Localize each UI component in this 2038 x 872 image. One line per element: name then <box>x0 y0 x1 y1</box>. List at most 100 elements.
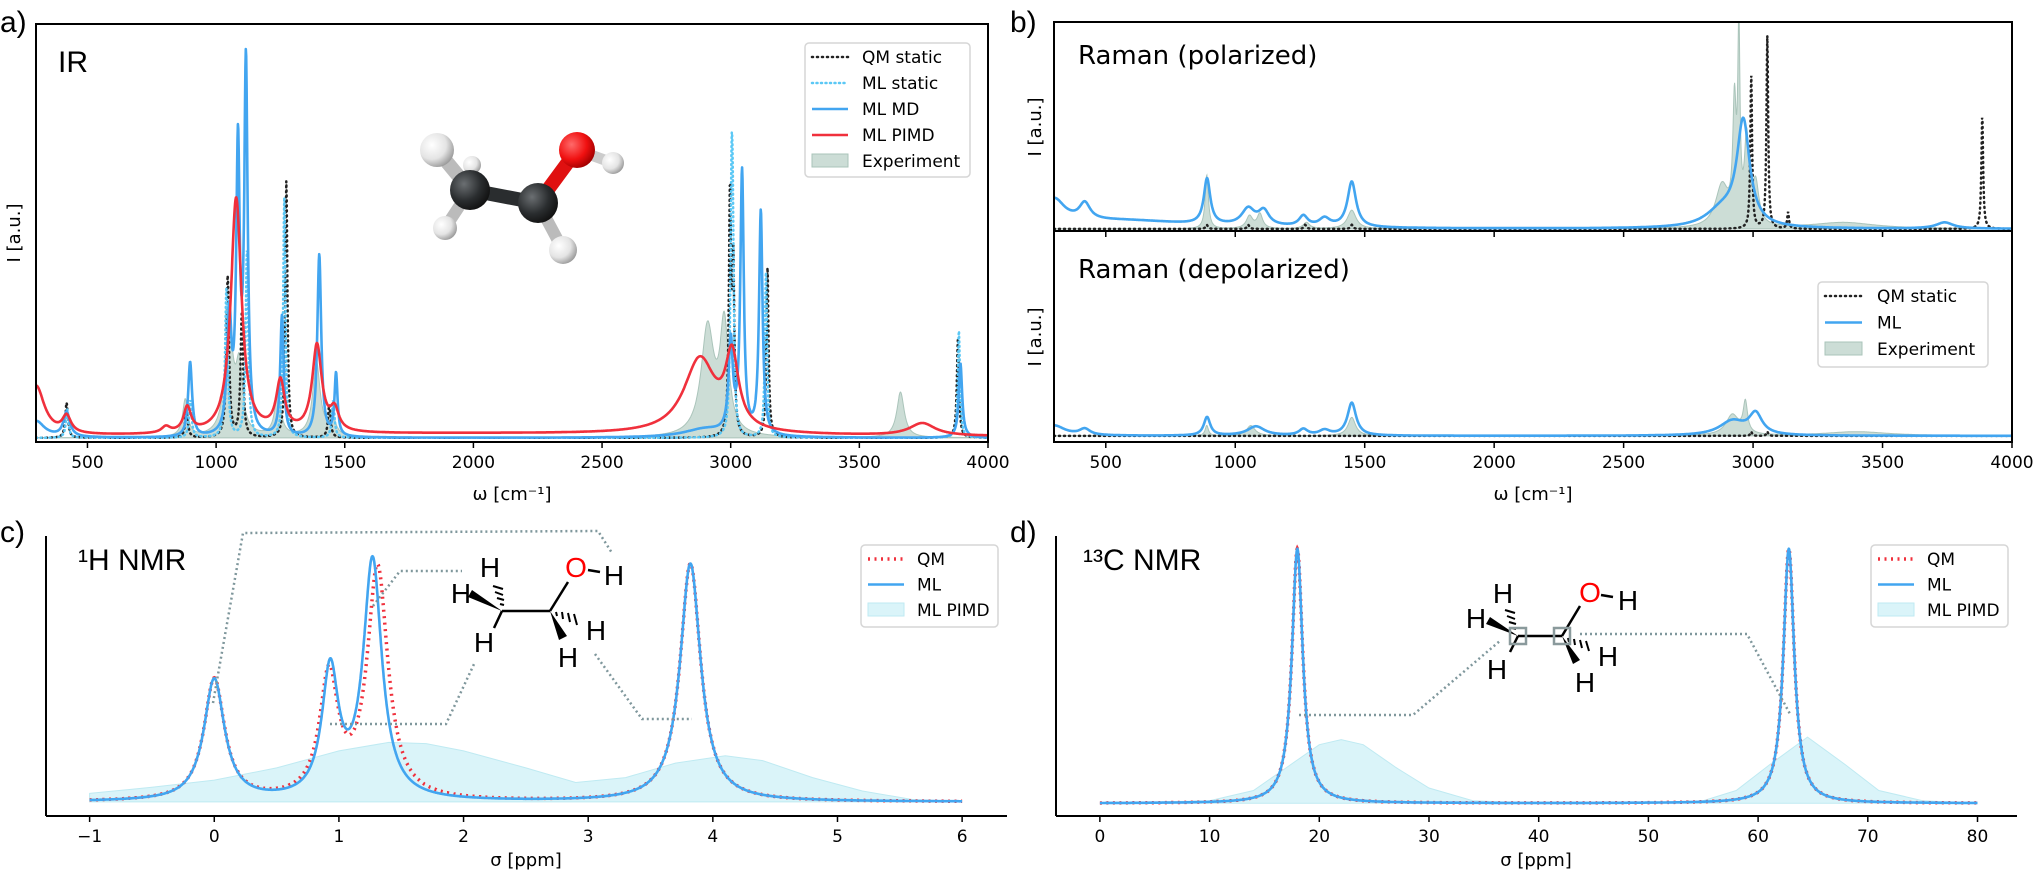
legend-swatch <box>867 602 905 617</box>
x-tick-label: 1000 <box>194 453 237 473</box>
legend-label: ML MD <box>862 100 919 120</box>
ir-chart: 500 1000 1500 2000 2500 3000 3500 4000 QM static… <box>35 23 1010 473</box>
x-tick-label: 5 <box>832 827 843 847</box>
atom-label-h: H <box>451 578 471 609</box>
connector-line <box>330 661 477 726</box>
connector-line <box>593 653 692 721</box>
x-tick-label: 70 <box>1857 827 1879 847</box>
x-tick-label: 1 <box>333 827 344 847</box>
legend: QM static ML static ML MD ML PIMD Experiment <box>804 42 971 178</box>
plot-area <box>88 554 964 803</box>
x-tick-label: 2 <box>458 827 469 847</box>
x-tick-label: 500 <box>1090 453 1122 473</box>
x-tick-label: 10 <box>1199 827 1221 847</box>
c-nmr-connectors <box>1299 632 1792 717</box>
connector-line <box>372 569 462 607</box>
atom-label-o: O <box>1579 577 1601 608</box>
hydrogen-atom <box>433 216 457 240</box>
h-nmr-connectors <box>211 529 692 726</box>
x-tick-label: 2500 <box>580 453 623 473</box>
legend-label: ML <box>917 576 942 596</box>
series-ml-line <box>88 554 964 803</box>
raman-x-axis-label: ω [cm⁻¹] <box>1494 484 1573 505</box>
carbon-atom <box>450 170 490 210</box>
hydrogen-atom <box>602 152 624 174</box>
x-tick-label: 50 <box>1638 827 1660 847</box>
legend-label: ML <box>1927 576 1952 596</box>
atom-label-h: H <box>558 642 578 673</box>
series-ml-pimd-line <box>36 196 988 437</box>
x-tick-label: 80 <box>1967 827 1989 847</box>
x-tick-label: 60 <box>1747 827 1769 847</box>
x-tick-label: 1000 <box>1214 453 1257 473</box>
x-tick-label: 1500 <box>323 453 366 473</box>
legend-swatch <box>1824 341 1863 356</box>
x-tick-label: 3500 <box>838 453 881 473</box>
series-ml-pimd-area <box>89 741 963 803</box>
legend-label: ML <box>1877 314 1902 334</box>
atom-label-h: H <box>586 615 606 646</box>
atom-label-h: H <box>1598 641 1618 672</box>
h-nmr-title: ¹H NMR <box>78 544 186 577</box>
panel-label-a: a) <box>0 6 27 39</box>
x-tick-label: 0 <box>1094 827 1105 847</box>
plot-area <box>36 47 988 440</box>
series-experiment-area <box>36 310 988 439</box>
x-tick-label: 6 <box>957 827 968 847</box>
plot-area <box>1098 544 1979 805</box>
c-nmr-chart: 0 10 20 30 40 50 60 70 80 QM ML ML PIMD <box>1055 536 2017 847</box>
series-ml-static-line <box>36 131 988 440</box>
legend-label: QM static <box>1877 287 1957 307</box>
atom-label-h: H <box>1575 667 1595 698</box>
x-tick-label: 4 <box>707 827 718 847</box>
legend-swatch <box>1877 602 1915 617</box>
connector-line <box>211 529 614 704</box>
raman-polarized-title: Raman (polarized) <box>1078 41 1317 71</box>
ir-y-axis-label: I [a.u.] <box>4 204 25 263</box>
plot-area <box>1054 22 2012 231</box>
atom-label-h: H <box>1487 654 1507 685</box>
panel-label-d: d) <box>1010 516 1037 549</box>
carbon-highlight-box <box>1508 626 1528 646</box>
hydrogen-atom <box>463 156 481 174</box>
hydrogen-atom <box>420 133 454 167</box>
legend-box <box>804 42 971 178</box>
raman-depolarized-chart: 500 1000 1500 2000 2500 3000 3500 4000 QM static… <box>1053 230 2034 473</box>
legend-label: ML PIMD <box>862 126 935 146</box>
series-ml-line <box>1054 116 2012 230</box>
atom-label-h: H <box>604 560 624 591</box>
x-tick-label: 2000 <box>1473 453 1516 473</box>
x-tick-label: 3000 <box>1731 453 1774 473</box>
h-nmr-chart: −1 0 1 2 3 4 5 6 QM ML ML PIMD <box>45 536 1007 847</box>
oxygen-atom <box>559 132 595 168</box>
carbon-highlight-box <box>1552 626 1572 646</box>
ethanol-structure-h-nmr: H H H O H H H <box>451 552 624 673</box>
x-tick-label: 4000 <box>966 453 1009 473</box>
x-tick-label: 1500 <box>1343 453 1386 473</box>
raman-depolarized-y-axis-label: I [a.u.] <box>1025 308 1046 367</box>
x-tick-label: 30 <box>1418 827 1440 847</box>
x-tick-label: 4000 <box>1990 453 2033 473</box>
legend-label: QM <box>1927 550 1955 570</box>
plot-frame <box>1053 230 2013 443</box>
legend-swatch <box>811 153 849 168</box>
carbon-atom <box>518 183 558 223</box>
x-tick-label: 20 <box>1308 827 1330 847</box>
c-nmr-title: ¹³C NMR <box>1083 544 1201 577</box>
x-tick-label: −1 <box>77 827 102 847</box>
atom-label-h: H <box>1618 585 1638 616</box>
plot-frame <box>35 23 989 443</box>
x-tick-label: 3500 <box>1861 453 1904 473</box>
series-ml-line <box>1054 401 2012 438</box>
atom-label-h: H <box>474 627 494 658</box>
connector-line <box>1299 639 1502 717</box>
atom-label-h: H <box>1466 603 1486 634</box>
ethanol-structure-c-nmr: H H H O H H H <box>1466 577 1638 698</box>
atom-label-h: H <box>480 552 500 583</box>
legend-label: Experiment <box>862 152 961 172</box>
ir-x-axis-label: ω [cm⁻¹] <box>473 484 552 505</box>
panel-label-c: c) <box>0 516 25 549</box>
ir-title: IR <box>58 46 88 79</box>
series-qm-line <box>89 561 963 803</box>
